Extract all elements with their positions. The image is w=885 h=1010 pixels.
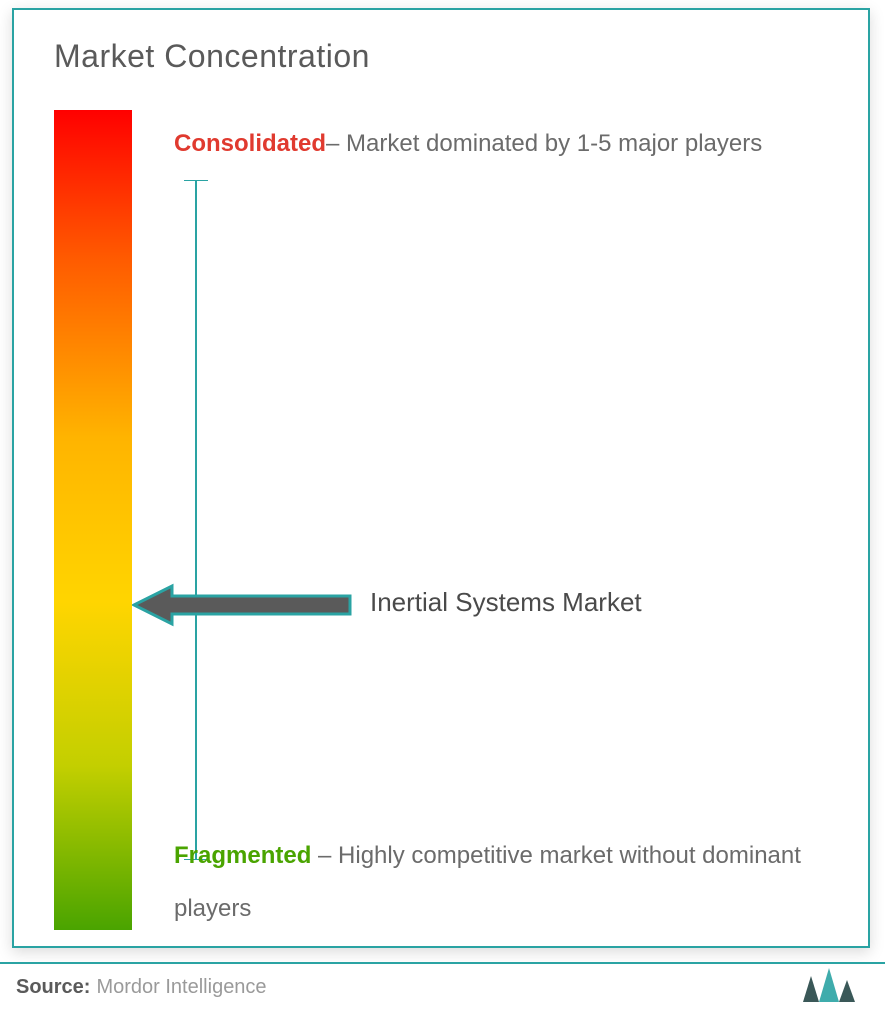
market-name-label: Inertial Systems Market [370,587,642,618]
market-position-arrow [132,583,352,627]
title: Market Concentration [54,38,370,75]
content-area: Consolidated– Market dominated by 1-5 ma… [154,110,854,930]
infographic-card: Market Concentration Consolidated– Marke… [12,8,870,948]
consolidated-key: Consolidated [174,130,326,157]
source-label: Source: [16,976,90,999]
consolidated-desc: – Market dominated by 1-5 major players [326,130,762,157]
concentration-gradient-bar [54,110,132,930]
brand-logo-icon [797,964,867,1004]
fragmented-label: Fragmented – Highly competitive market w… [174,830,854,936]
consolidated-label: Consolidated– Market dominated by 1-5 ma… [174,118,762,171]
fragmented-key: Fragmented [174,842,311,869]
range-bracket [178,180,208,860]
footer-bar: Source: Mordor Intelligence [0,962,885,1010]
source-value: Mordor Intelligence [96,976,266,999]
